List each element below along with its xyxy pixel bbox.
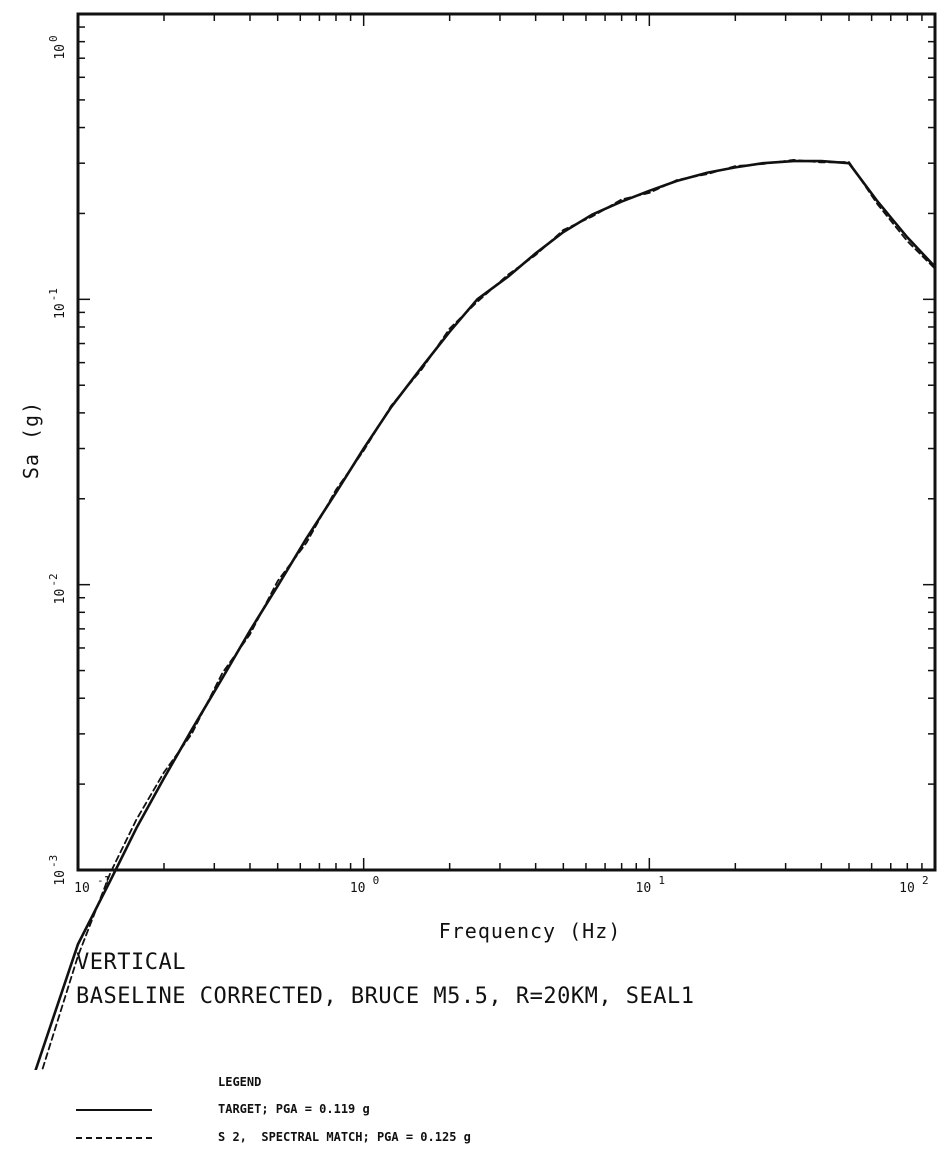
legend-item-label: S 2, SPECTRAL MATCH; PGA = 0.125 g (218, 1130, 471, 1144)
y-tick-label: 10-1 (47, 288, 68, 319)
x-tick-label-base: 10 (899, 881, 915, 896)
x-tick-label: 10 2 (899, 874, 928, 896)
y-tick-label-exponent: 0 (47, 35, 60, 42)
y-tick-label-base: 10 (53, 870, 68, 886)
x-tick-label: 10-1 (74, 874, 110, 896)
x-tick-label-base: 10 (350, 881, 366, 896)
y-tick-label-base: 10 (53, 44, 68, 60)
y-tick-label-exponent: -2 (47, 573, 60, 586)
legend-dashed-line-swatch (76, 1137, 152, 1139)
x-tick-label-exponent: 2 (922, 874, 929, 887)
series-line-spectral-match (41, 158, 935, 1070)
x-tick-label-base: 10 (74, 881, 90, 896)
legend-item-label: TARGET; PGA = 0.119 g (218, 1102, 370, 1116)
x-tick-label-base: 10 (636, 881, 652, 896)
x-axis-title: Frequency (Hz) (439, 919, 622, 943)
caption-line-1: VERTICAL (76, 950, 186, 975)
y-tick-label-exponent: -1 (47, 288, 60, 301)
series-group (34, 158, 935, 1070)
x-tick-label-exponent: 1 (658, 874, 665, 887)
x-tick-label: 10 1 (636, 874, 665, 896)
x-tick-label: 10 0 (350, 874, 379, 896)
plot-area-frame (76, 12, 937, 872)
y-tick-label-base: 10 (53, 589, 68, 605)
y-tick-label-exponent: -3 (47, 855, 60, 868)
y-tick-label: 10-3 (47, 855, 68, 886)
y-tick-label: 10-2 (47, 573, 68, 604)
legend-solid-line-swatch (76, 1109, 152, 1111)
y-tick-label-base: 10 (53, 303, 68, 319)
y-axis-title: Sa (g) (19, 401, 43, 479)
legend-title: LEGEND (218, 1075, 262, 1089)
x-tick-label-exponent: 0 (373, 874, 380, 887)
y-tick-label: 100 (47, 35, 68, 59)
caption-line-2: BASELINE CORRECTED, BRUCE M5.5, R=20KM, … (76, 984, 695, 1009)
minor-ticks (77, 14, 935, 871)
